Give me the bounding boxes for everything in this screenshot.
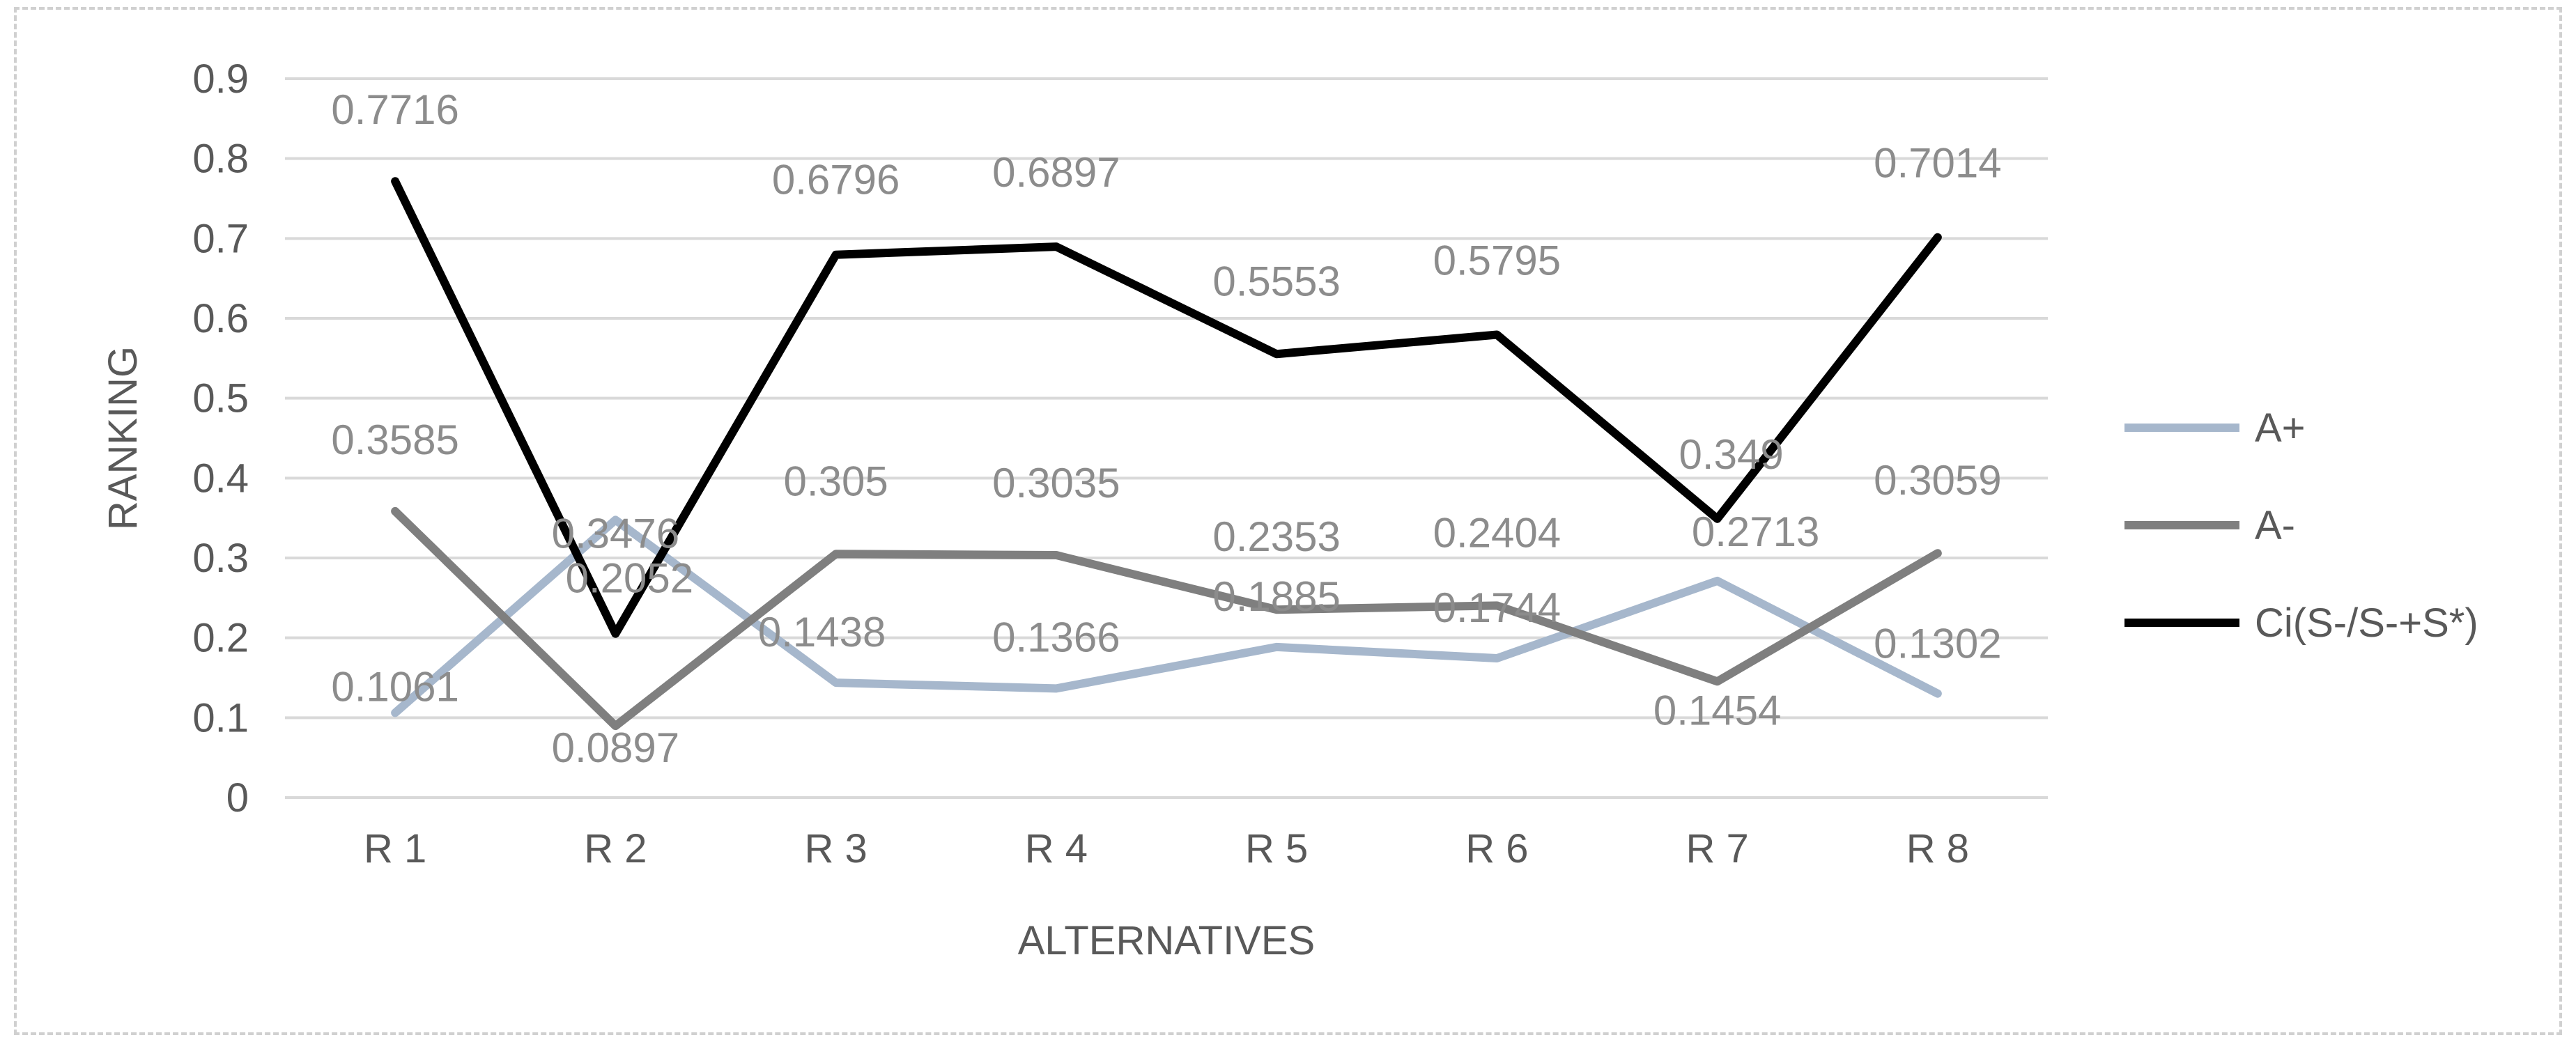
y-tick-label: 0.2 xyxy=(192,616,249,661)
y-tick-label: 0.4 xyxy=(192,456,249,501)
series-lines xyxy=(391,177,1942,731)
legend-label: A- xyxy=(2255,503,2295,548)
data-label: 0.1744 xyxy=(1433,584,1561,631)
data-label: 0.2353 xyxy=(1212,513,1341,560)
x-tick-label: R 1 xyxy=(364,826,426,871)
data-label: 0.2052 xyxy=(566,555,694,602)
data-label: 0.3476 xyxy=(552,510,680,557)
data-label: 0.7014 xyxy=(1874,140,2002,187)
y-axis-title: RANKING xyxy=(100,346,146,530)
y-tick-label: 0.8 xyxy=(192,137,249,182)
data-label: 0.3585 xyxy=(331,417,459,463)
data-label: 0.305 xyxy=(784,458,888,504)
legend-label: A+ xyxy=(2255,405,2306,451)
data-label: 0.0897 xyxy=(552,724,680,771)
series-line xyxy=(391,506,1942,731)
data-label: 0.2713 xyxy=(1692,508,1820,555)
y-tick-labels: 0 0.1 0.2 0.3 0.4 0.5 0.6 0.7 0.8 0.9 xyxy=(192,56,249,821)
y-tick-label: 0.3 xyxy=(192,536,249,581)
data-label: 0.1302 xyxy=(1874,621,2002,667)
data-label: 0.1061 xyxy=(331,663,459,710)
y-tick-label: 0 xyxy=(226,775,249,821)
x-tick-label: R 3 xyxy=(804,826,867,871)
data-label: 0.349 xyxy=(1679,431,1784,478)
data-label: 0.1438 xyxy=(758,609,886,655)
data-label: 0.2404 xyxy=(1433,509,1561,556)
x-tick-label: R 4 xyxy=(1025,826,1088,871)
x-tick-label: R 6 xyxy=(1465,826,1528,871)
data-label: 0.3035 xyxy=(992,460,1120,506)
x-tick-label: R 8 xyxy=(1906,826,1969,871)
data-label: 0.5553 xyxy=(1212,258,1341,304)
y-tick-label: 0.7 xyxy=(192,216,249,261)
y-tick-label: 0.9 xyxy=(192,56,249,102)
series-line xyxy=(391,515,1942,717)
data-label: 0.1366 xyxy=(992,614,1120,660)
legend-label: Ci(S-/S-+S*) xyxy=(2255,600,2478,646)
series-line xyxy=(391,177,1942,638)
data-labels: 0.1061 0.3476 0.1438 0.1366 0.1885 0.1744 0.27… xyxy=(331,86,2001,771)
data-label: 0.6796 xyxy=(772,157,900,203)
data-label: 0.1885 xyxy=(1212,573,1341,620)
legend: A+ A- Ci(S-/S-+S*) xyxy=(2124,405,2478,646)
y-tick-label: 0.6 xyxy=(192,296,249,341)
y-tick-label: 0.5 xyxy=(192,376,249,421)
data-label: 0.1454 xyxy=(1653,687,1782,733)
y-tick-label: 0.1 xyxy=(192,695,249,740)
x-axis-title: ALTERNATIVES xyxy=(1018,918,1316,963)
data-label: 0.5795 xyxy=(1433,238,1561,284)
data-label: 0.3059 xyxy=(1874,457,2002,504)
x-tick-label: R 7 xyxy=(1686,826,1748,871)
data-label: 0.6897 xyxy=(992,149,1120,196)
x-tick-label: R 2 xyxy=(584,826,647,871)
data-label: 0.7716 xyxy=(331,86,459,133)
x-tick-labels: R 1 R 2 R 3 R 4 R 5 R 6 R 7 R 8 xyxy=(364,826,1969,871)
x-tick-label: R 5 xyxy=(1245,826,1308,871)
